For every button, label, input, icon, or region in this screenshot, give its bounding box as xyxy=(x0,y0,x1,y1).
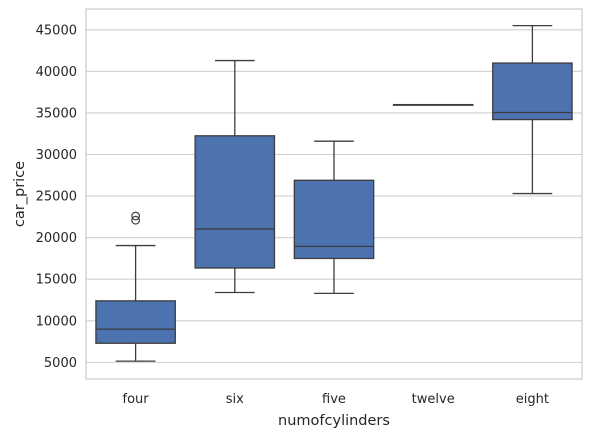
x-tick-label-twelve: twelve xyxy=(412,392,455,407)
box-group-four xyxy=(95,211,176,362)
x-tick-label-eight: eight xyxy=(516,392,549,407)
box xyxy=(293,179,375,260)
y-tick-label-25000: 25000 xyxy=(36,190,77,205)
box-group-six xyxy=(194,59,276,294)
y-tick-label-45000: 45000 xyxy=(36,23,77,38)
y-tick-label-15000: 15000 xyxy=(36,273,77,288)
x-tick-label-five: five xyxy=(322,392,346,407)
box xyxy=(95,300,176,344)
x-axis-label: numofcylinders xyxy=(278,413,390,429)
box xyxy=(194,135,276,269)
y-tick-label-5000: 5000 xyxy=(44,356,77,371)
outlier-point xyxy=(131,215,141,225)
x-tick-labels: four six five twelve eight xyxy=(123,392,549,407)
y-tick-label-10000: 10000 xyxy=(36,314,77,329)
plot-frame xyxy=(85,8,583,380)
y-tick-label-20000: 20000 xyxy=(36,231,77,246)
boxes-layer xyxy=(95,24,573,362)
box-group-five xyxy=(293,140,375,295)
y-axis-label: car_price xyxy=(12,161,28,227)
box-group-twelve xyxy=(392,103,474,106)
y-tick-label-35000: 35000 xyxy=(36,106,77,121)
x-tick-label-four: four xyxy=(123,392,150,407)
y-tick-label-30000: 30000 xyxy=(36,148,77,163)
outlier-point xyxy=(131,211,141,221)
box-group-eight xyxy=(492,24,573,195)
x-tick-label-six: six xyxy=(226,392,244,407)
box xyxy=(492,62,573,121)
y-tick-label-40000: 40000 xyxy=(36,65,77,80)
y-tick-labels: 5000 10000 15000 20000 25000 30000 35000 40000 4… xyxy=(36,23,77,371)
